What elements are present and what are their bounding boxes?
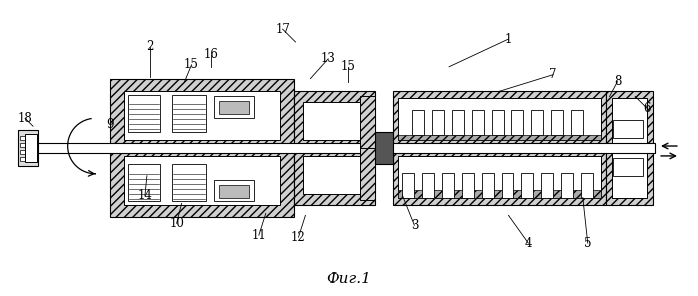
Text: 14: 14 xyxy=(138,189,152,202)
Bar xyxy=(124,156,280,205)
Text: 5: 5 xyxy=(584,237,591,250)
Bar xyxy=(422,173,434,197)
Bar xyxy=(531,110,543,135)
Bar xyxy=(452,110,464,135)
Text: 7: 7 xyxy=(549,68,557,81)
Bar xyxy=(403,173,415,197)
Bar xyxy=(219,185,249,197)
Bar xyxy=(432,110,444,135)
Bar xyxy=(614,120,644,138)
Bar xyxy=(20,157,28,161)
Text: 12: 12 xyxy=(291,231,306,244)
Bar xyxy=(128,164,160,202)
Bar xyxy=(304,102,365,140)
Bar xyxy=(413,110,424,135)
Text: 11: 11 xyxy=(251,229,266,242)
Bar xyxy=(571,110,583,135)
Bar xyxy=(25,134,37,162)
Bar xyxy=(214,180,254,202)
Text: 9: 9 xyxy=(107,118,114,131)
Text: 15: 15 xyxy=(341,60,355,73)
Bar xyxy=(398,99,600,140)
Bar xyxy=(611,99,647,197)
Bar xyxy=(462,173,474,197)
Text: 6: 6 xyxy=(644,102,651,115)
Text: 8: 8 xyxy=(614,75,621,88)
Text: 3: 3 xyxy=(410,219,418,232)
Bar xyxy=(398,156,600,197)
Bar xyxy=(491,110,503,135)
Bar xyxy=(561,173,573,197)
Bar xyxy=(20,136,28,140)
Bar xyxy=(360,96,375,148)
Bar xyxy=(172,94,207,132)
Bar xyxy=(18,130,38,166)
Bar xyxy=(128,94,160,132)
Bar xyxy=(606,91,653,205)
Bar xyxy=(482,173,493,197)
Bar xyxy=(521,173,533,197)
Bar xyxy=(20,150,28,154)
Bar xyxy=(502,173,514,197)
Bar xyxy=(614,158,644,176)
Bar xyxy=(375,132,392,164)
Bar xyxy=(110,148,294,217)
Bar xyxy=(172,164,207,202)
Bar xyxy=(398,190,600,197)
Text: 18: 18 xyxy=(17,112,32,125)
Bar xyxy=(124,91,280,140)
Text: 10: 10 xyxy=(169,217,184,230)
Bar xyxy=(294,91,375,148)
Bar xyxy=(472,110,484,135)
Bar xyxy=(21,143,655,153)
Text: 1: 1 xyxy=(505,33,512,46)
Text: 13: 13 xyxy=(321,52,336,65)
Bar xyxy=(294,148,375,205)
Bar xyxy=(551,110,563,135)
Bar xyxy=(512,110,524,135)
Bar xyxy=(392,148,606,205)
Text: Фиг.1: Фиг.1 xyxy=(327,272,371,286)
Text: 4: 4 xyxy=(525,237,532,250)
Bar xyxy=(219,102,249,114)
Bar xyxy=(398,135,600,140)
Text: 17: 17 xyxy=(275,22,290,36)
Bar xyxy=(581,173,593,197)
Bar xyxy=(20,143,28,147)
Bar xyxy=(541,173,553,197)
Bar xyxy=(110,79,294,148)
Text: 2: 2 xyxy=(146,41,154,54)
Text: 16: 16 xyxy=(204,48,218,61)
Bar xyxy=(392,91,606,148)
Bar xyxy=(304,156,365,194)
Text: 15: 15 xyxy=(184,58,199,71)
Bar xyxy=(214,96,254,118)
Bar xyxy=(360,148,375,200)
Bar xyxy=(442,173,454,197)
